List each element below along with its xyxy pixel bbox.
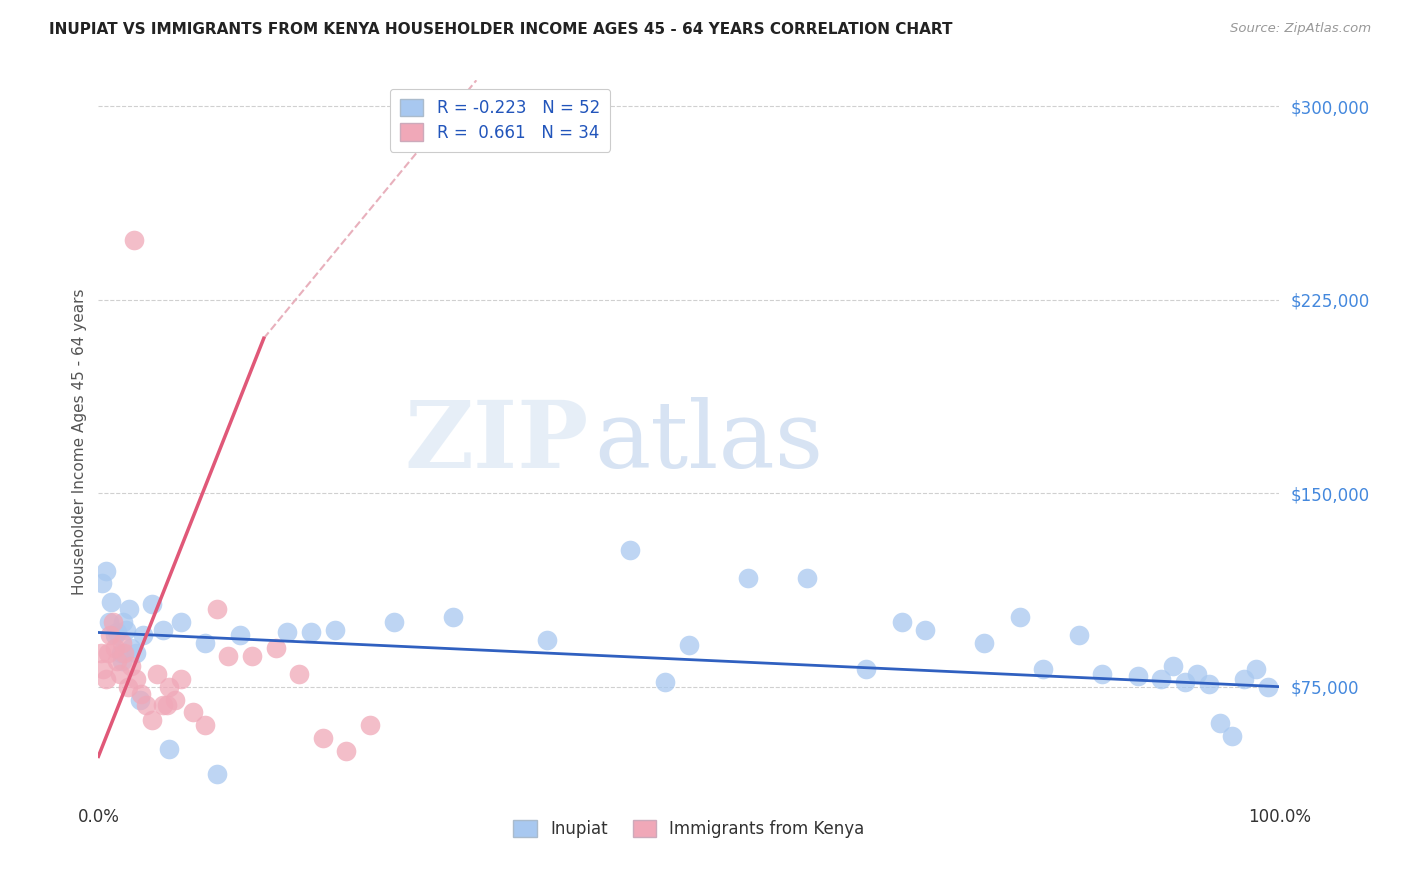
Text: INUPIAT VS IMMIGRANTS FROM KENYA HOUSEHOLDER INCOME AGES 45 - 64 YEARS CORRELATI: INUPIAT VS IMMIGRANTS FROM KENYA HOUSEHO…: [49, 22, 953, 37]
Point: [121, 659, 143, 673]
Point: [152, 623, 174, 637]
Point: [796, 571, 818, 585]
Point: [156, 698, 179, 712]
Point: [125, 672, 148, 686]
Point: [240, 648, 263, 663]
Point: [1244, 662, 1267, 676]
Point: [181, 706, 204, 720]
Point: [276, 625, 298, 640]
Point: [312, 731, 335, 746]
Point: [737, 571, 759, 585]
Point: [104, 628, 127, 642]
Point: [112, 646, 135, 660]
Legend: Inupiat, Immigrants from Kenya: Inupiat, Immigrants from Kenya: [506, 814, 872, 845]
Point: [152, 698, 174, 712]
Point: [654, 674, 676, 689]
Text: ZIP: ZIP: [405, 397, 589, 486]
Point: [111, 654, 134, 668]
Point: [91, 576, 114, 591]
Point: [288, 666, 311, 681]
Point: [97, 646, 120, 660]
Point: [117, 680, 139, 694]
Point: [1185, 666, 1208, 681]
Point: [1032, 662, 1054, 676]
Point: [165, 692, 187, 706]
Point: [111, 636, 134, 650]
Point: [1209, 715, 1232, 730]
Point: [914, 623, 936, 637]
Point: [1126, 669, 1149, 683]
Text: Source: ZipAtlas.com: Source: ZipAtlas.com: [1230, 22, 1371, 36]
Point: [619, 542, 641, 557]
Point: [536, 633, 558, 648]
Point: [1257, 680, 1279, 694]
Point: [1198, 677, 1220, 691]
Point: [678, 639, 700, 653]
Point: [1233, 672, 1256, 686]
Point: [128, 692, 150, 706]
Point: [359, 718, 381, 732]
Point: [205, 602, 228, 616]
Point: [114, 623, 136, 637]
Point: [170, 615, 193, 630]
Point: [94, 564, 117, 578]
Point: [1220, 729, 1243, 743]
Point: [1150, 672, 1173, 686]
Point: [91, 662, 114, 676]
Point: [98, 615, 121, 630]
Point: [890, 615, 912, 630]
Point: [229, 628, 252, 642]
Point: [1067, 628, 1090, 642]
Point: [105, 625, 128, 640]
Point: [1174, 674, 1197, 689]
Point: [170, 672, 193, 686]
Point: [98, 628, 121, 642]
Point: [122, 233, 145, 247]
Point: [157, 741, 180, 756]
Point: [335, 744, 357, 758]
Point: [108, 666, 131, 681]
Point: [141, 713, 163, 727]
Point: [1008, 610, 1031, 624]
Point: [132, 628, 155, 642]
Point: [855, 662, 877, 676]
Point: [382, 615, 405, 630]
Point: [105, 654, 128, 668]
Point: [157, 680, 180, 694]
Point: [1091, 666, 1114, 681]
Point: [264, 640, 287, 655]
Point: [323, 623, 346, 637]
Point: [90, 646, 112, 660]
Y-axis label: Householder Income Ages 45 - 64 years: Householder Income Ages 45 - 64 years: [72, 288, 87, 595]
Point: [205, 767, 228, 781]
Point: [94, 672, 117, 686]
Point: [129, 687, 152, 701]
Point: [135, 698, 157, 712]
Text: atlas: atlas: [595, 397, 824, 486]
Point: [112, 615, 135, 630]
Point: [973, 636, 995, 650]
Point: [110, 646, 132, 660]
Point: [101, 615, 124, 630]
Point: [125, 646, 148, 660]
Point: [121, 640, 143, 655]
Point: [100, 594, 122, 608]
Point: [217, 648, 239, 663]
Point: [194, 636, 217, 650]
Point: [118, 602, 141, 616]
Point: [146, 666, 169, 681]
Point: [441, 610, 464, 624]
Point: [299, 625, 322, 640]
Point: [141, 597, 163, 611]
Point: [194, 718, 217, 732]
Point: [1161, 659, 1184, 673]
Point: [104, 640, 127, 655]
